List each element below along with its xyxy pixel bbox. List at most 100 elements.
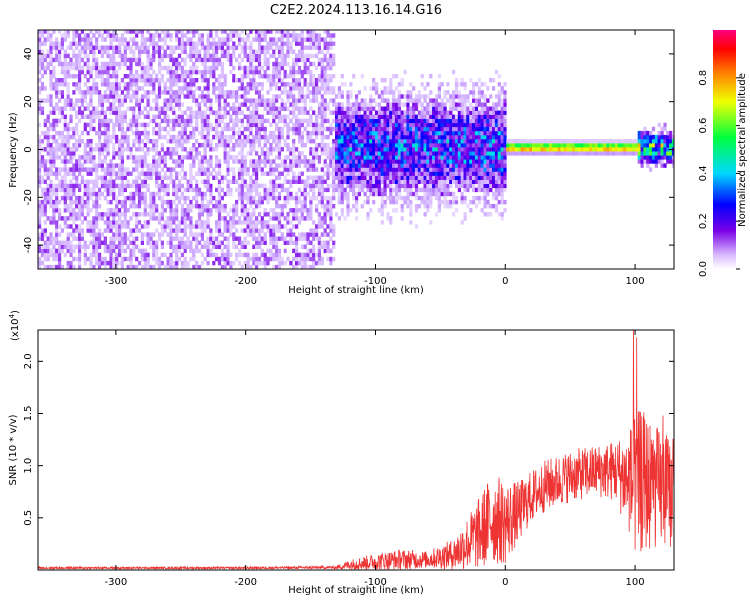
spectrogram-cell [329,260,333,266]
spectrogram-cell [95,260,99,266]
spectrogram-cell [403,179,407,184]
spectrogram-cell [183,45,187,50]
spectrogram-cell [177,224,182,229]
spectrogram-cell [317,114,321,119]
spectrogram-cell [78,187,82,193]
spectrogram-cell [292,33,296,38]
spectrogram-cell [277,86,282,91]
spectrogram-cell [335,171,339,176]
spectrogram-cell [49,252,53,258]
spectrogram-cell [217,228,222,233]
spectrogram-cell [146,240,150,245]
spectrogram-cell [332,151,336,156]
spectrogram-cell [292,61,296,67]
spectrogram-cell [63,183,67,189]
spectrogram-cell [269,74,273,79]
spectrogram-cell [192,78,196,83]
spectrogram-cell [303,199,307,205]
spectrogram-cell [118,147,122,152]
spectrogram-cell [255,163,259,168]
spectrogram-cell [146,252,150,258]
spectrogram-cell [169,260,173,266]
spectrogram-cell [60,179,64,184]
spectrogram-cell [326,212,330,217]
spectrogram-cell [386,126,390,132]
spectrogram-cell [315,175,319,180]
spectrogram-cell [366,183,370,189]
spectrogram-cell [246,118,250,124]
spectrogram-cell [335,183,339,189]
spectrogram-cell [112,45,116,50]
spectrogram-cell [98,134,102,140]
spectrogram-cell [255,167,259,172]
spectrogram-cell [252,74,256,79]
spectrogram-cell [269,86,273,91]
spectrogram-cell [295,199,299,205]
spectrogram-cell [137,143,142,148]
spectrogram-cell [126,208,130,213]
spectrogram-cell [100,106,104,111]
spectrogram-cell [417,98,421,103]
spectrogram-cell [192,159,196,164]
spectrogram-cell [240,49,244,54]
spectrogram-cell [437,195,441,201]
spectrogram-cell [366,159,370,164]
spectrogram-cell [312,236,316,241]
spectrogram-cell [292,175,296,180]
spectrogram-cell [260,74,264,79]
spectrogram-cell [392,134,396,140]
spectrogram-cell [38,86,42,91]
spectrogram-cell [320,69,324,75]
spectrogram-cell [283,167,287,172]
spectrogram-cell [143,155,147,160]
spectrogram-cell [189,122,193,128]
spectrogram-cell [340,195,344,201]
spectrogram-cell [252,179,256,184]
spectrogram-cell [55,155,59,160]
spectrogram-cell [186,195,190,201]
spectrogram-cell [195,114,199,119]
spectrogram-cell [137,114,142,119]
spectrogram-cell [243,167,247,172]
spectrogram-cell [106,147,110,152]
spectrogram-cell [343,155,347,160]
spectrogram-cell [226,244,230,249]
spectrogram-cell [297,57,302,63]
spectrogram-cell [129,232,133,237]
spectrogram-cell [306,167,310,172]
spectrogram-cell [437,110,441,115]
spectrogram-cell [115,37,119,42]
spectrogram-cell [95,256,99,262]
spectrogram-cell [223,143,227,148]
spectrogram-cell [434,167,439,172]
spectrogram-cell [223,49,227,54]
spectrogram-cell [146,45,150,50]
spectrogram-cell [66,61,70,67]
spectrogram-cell [434,151,439,156]
spectrogram-cell [243,53,247,59]
spectrogram-cell [277,163,282,168]
spectrogram-cell [80,195,84,201]
spectrogram-cell [106,139,110,144]
spectrogram-cell [240,220,244,225]
spectrogram-cell [249,41,253,46]
spectrogram-cell [177,114,182,119]
spectrogram-cell [286,37,290,42]
spectrogram-cell [434,195,439,201]
spectrogram-cell [175,256,179,262]
spectrogram-cell [215,118,219,124]
spectrogram-cell [414,204,419,209]
spectrogram-cell [195,171,199,176]
spectrogram-cell [335,118,339,124]
spectrogram-cell [149,195,153,201]
spectrogram-cell [280,49,284,54]
spectrogram-cell [103,228,107,233]
spectrogram-cell [143,183,147,189]
spectrogram-cell [143,260,147,266]
spectrogram-cell [209,155,213,160]
spectrogram-cell [78,61,82,67]
spectrogram-cell [186,134,190,140]
spectrogram-cell [363,86,367,91]
spectrogram-cell [89,187,93,193]
spectrogram-cell [58,90,62,95]
